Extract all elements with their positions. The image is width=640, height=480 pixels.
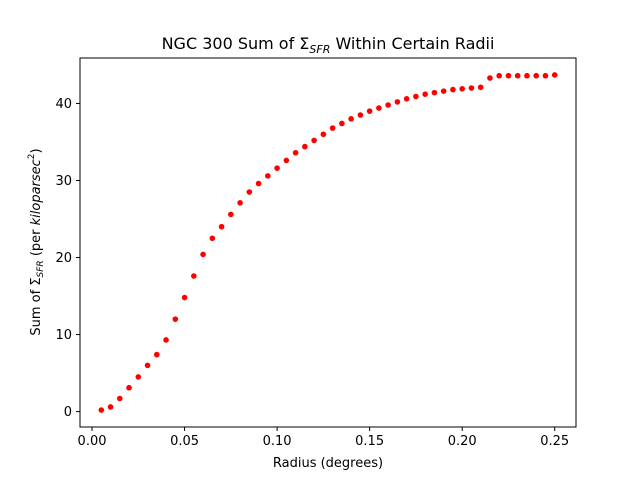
data-point xyxy=(237,200,243,206)
data-point xyxy=(514,72,521,79)
data-point xyxy=(440,88,447,94)
x-tick-label: 0.05 xyxy=(170,434,199,449)
data-point xyxy=(413,93,419,100)
data-point xyxy=(533,72,540,79)
data-point xyxy=(218,223,225,230)
y-tick-label: 20 xyxy=(55,251,72,266)
data-point xyxy=(200,251,206,258)
x-tick-label: 0.10 xyxy=(263,434,292,449)
data-point xyxy=(116,395,123,402)
data-point xyxy=(505,72,512,79)
data-point xyxy=(274,165,280,171)
data-point xyxy=(450,86,456,93)
data-point xyxy=(403,96,410,102)
data-point xyxy=(163,337,169,343)
data-point xyxy=(320,131,327,138)
y-tick-label: 10 xyxy=(55,328,72,343)
data-point xyxy=(459,86,465,92)
data-point xyxy=(329,125,336,131)
data-point xyxy=(311,137,317,144)
data-point xyxy=(191,273,197,279)
data-point xyxy=(302,143,308,150)
data-point xyxy=(172,316,179,322)
data-point xyxy=(487,75,493,81)
data-point xyxy=(144,362,151,369)
data-point xyxy=(357,112,364,118)
y-tick-label: 40 xyxy=(55,97,72,112)
data-point xyxy=(551,72,558,78)
data-point xyxy=(339,120,345,127)
data-point xyxy=(468,85,475,91)
data-point xyxy=(246,189,253,195)
data-point xyxy=(228,211,234,218)
data-point xyxy=(154,351,160,358)
data-point xyxy=(126,384,132,391)
data-point xyxy=(431,89,438,96)
data-point xyxy=(385,102,391,108)
data-point xyxy=(265,173,271,179)
data-point xyxy=(477,84,484,91)
data-point xyxy=(366,108,373,114)
data-point xyxy=(376,105,382,111)
x-axis-label: Radius (degrees) xyxy=(273,456,383,471)
data-point xyxy=(255,180,262,187)
data-point xyxy=(348,116,354,122)
data-point xyxy=(209,235,216,242)
data-point xyxy=(107,404,114,410)
chart-title: NGC 300 Sum of ΣSFR Within Certain Radii xyxy=(162,34,495,56)
data-point xyxy=(422,91,428,98)
y-axis-ticks: 0 10 20 30 40 xyxy=(55,97,80,420)
y-tick-label: 30 xyxy=(55,174,72,189)
data-point xyxy=(524,72,530,79)
data-point xyxy=(283,157,290,164)
data-point xyxy=(542,72,549,79)
x-tick-label: 0.15 xyxy=(355,434,384,449)
data-point xyxy=(181,294,188,301)
plot-area-frame xyxy=(79,57,577,428)
data-point xyxy=(98,407,105,413)
data-point xyxy=(394,99,401,105)
y-tick-label: 0 xyxy=(64,405,72,420)
data-point xyxy=(496,72,502,79)
x-tick-label: 0.00 xyxy=(78,434,107,449)
data-point xyxy=(292,149,299,156)
y-axis-label: Sum of ΣSFR (per kiloparsec2) xyxy=(27,148,46,335)
x-tick-label: 0.25 xyxy=(540,434,569,449)
data-point xyxy=(135,374,142,380)
x-tick-label: 0.20 xyxy=(448,434,477,449)
data-points xyxy=(98,72,558,413)
x-axis-ticks: 0.00 0.05 0.10 0.15 0.20 0.25 xyxy=(78,427,569,449)
